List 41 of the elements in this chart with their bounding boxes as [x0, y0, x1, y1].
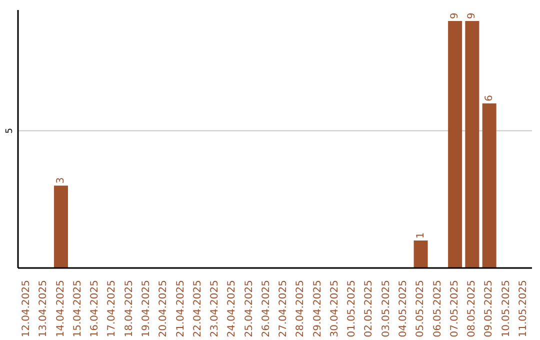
- x-tick-label: 22.04.2025: [192, 280, 204, 338]
- x-tick-label: 17.04.2025: [106, 280, 118, 338]
- data-label: 9: [450, 12, 461, 19]
- bar: [482, 103, 496, 268]
- x-tick-label: 21.04.2025: [175, 280, 186, 338]
- x-tick-label: 28.04.2025: [295, 280, 306, 338]
- x-tick-label: 07.05.2025: [449, 280, 460, 338]
- x-tick-label: 03.05.2025: [380, 280, 392, 338]
- x-tick-label: 29.04.2025: [312, 280, 324, 338]
- x-tick-label: 12.04.2025: [21, 280, 32, 338]
- x-tick-label: 08.05.2025: [466, 280, 478, 338]
- x-tick-label: 05.05.2025: [415, 280, 426, 338]
- x-tick-label: 30.04.2025: [329, 280, 340, 338]
- x-tick-label: 09.05.2025: [484, 280, 495, 338]
- x-tick-label: 10.05.2025: [500, 280, 512, 338]
- x-tick-label: 16.04.2025: [90, 280, 101, 338]
- bar: [54, 186, 68, 268]
- x-tick-label: 15.04.2025: [72, 280, 84, 338]
- x-tick-label: 01.05.2025: [346, 280, 358, 338]
- x-tick-label: 18.04.2025: [124, 280, 135, 338]
- x-tick-label: 24.04.2025: [226, 280, 238, 338]
- bar: [414, 240, 428, 268]
- x-tick-label: 26.04.2025: [260, 280, 272, 338]
- y-tick-label: 5: [5, 128, 15, 134]
- x-tick-label: 06.05.2025: [432, 280, 444, 338]
- bar: [448, 20, 462, 268]
- x-tick-label: 27.04.2025: [278, 280, 290, 338]
- bar: [465, 20, 480, 268]
- x-tick-label: 04.05.2025: [398, 280, 409, 338]
- x-tick-label: 19.04.2025: [141, 280, 152, 338]
- x-tick-label: 14.04.2025: [55, 280, 66, 338]
- data-label: 9: [466, 12, 478, 19]
- data-label: 1: [415, 232, 426, 239]
- data-label: 3: [55, 177, 66, 184]
- x-tick-label: 20.04.2025: [158, 280, 170, 338]
- x-tick-label: 11.05.2025: [518, 280, 529, 338]
- data-label: 6: [484, 94, 495, 102]
- x-tick-label: 23.04.2025: [210, 280, 221, 338]
- x-tick-label: 02.05.2025: [364, 280, 375, 338]
- x-tick-label: 13.04.2025: [38, 280, 50, 338]
- x-tick-label: 25.04.2025: [244, 280, 255, 338]
